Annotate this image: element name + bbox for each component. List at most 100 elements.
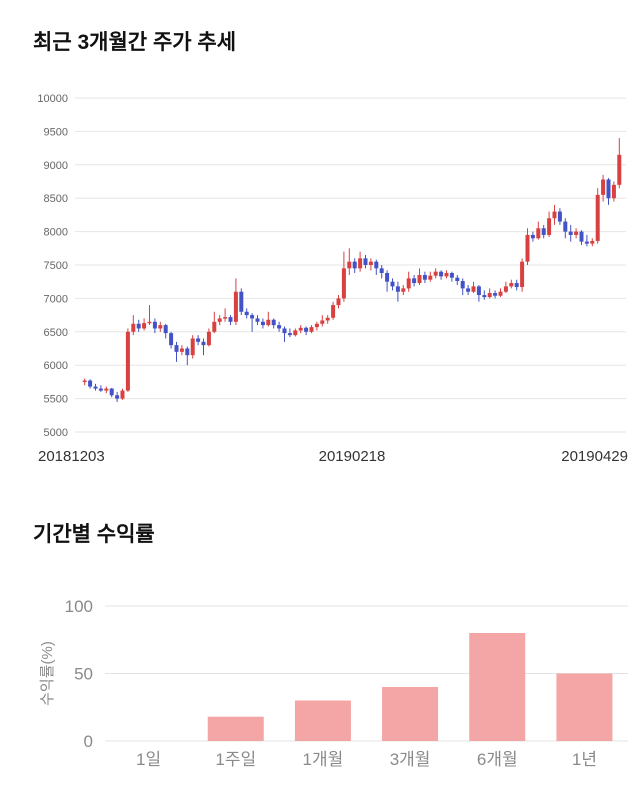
candle-body [487,293,492,298]
candle-body [358,258,363,269]
candle-body [606,179,611,199]
x-axis-label: 20190429 [561,448,628,465]
y-axis-tick-label: 5500 [44,394,68,406]
candle-body [498,291,503,296]
candle-body [514,283,519,288]
candle-body [471,286,476,292]
candle-body [417,275,422,284]
candle-body [493,293,498,296]
y-axis-tick-label: 8500 [44,193,68,205]
price-trend-title: 최근 3개월간 주가 추세 [33,31,237,54]
return-bar [294,700,351,741]
candle-body [617,154,622,185]
candle-body [536,228,541,239]
category-label: 3개월 [390,750,431,769]
candle-body [503,286,508,292]
candle-body [82,380,87,383]
candle-body [98,388,103,391]
candle-body [336,298,341,306]
candle-body [233,291,238,322]
candle-body [352,261,357,269]
candle-body [104,388,109,391]
candle-body [406,278,411,289]
candle-body [541,228,546,235]
y-axis-tick-label: 7500 [44,260,68,272]
candle-body [277,325,282,329]
candle-body [601,179,606,195]
y-axis-tick-label: 0 [84,732,93,751]
candle-body [250,315,255,319]
candle-body [120,390,125,399]
candle-body [401,288,406,292]
candle-body [590,240,595,244]
candle-body [412,278,417,284]
candle-body [552,211,557,219]
candle-body [169,333,174,346]
category-label: 1개월 [303,750,344,769]
category-label: 1년 [572,750,597,769]
candle-body [201,341,206,346]
return-bar [556,673,613,741]
candle-body [314,323,319,328]
candle-body [282,328,287,334]
candle-body [260,321,265,326]
candle-body [520,261,525,288]
candle-body [368,261,373,265]
candle-body [293,330,298,336]
y-axis-tick-label: 10000 [37,93,68,105]
candle-body [287,333,292,336]
y-axis-tick-label: 9000 [44,160,68,172]
candle-body [325,317,330,321]
candle-body [395,286,400,292]
candle-body [88,380,93,387]
candle-body [266,319,271,326]
y-axis-tick-label: 100 [65,597,93,616]
candle-body [125,331,130,391]
return-bar [382,687,439,741]
x-axis-label: 20190218 [319,448,386,465]
returns-bar-chart: 0 50 100 1일 1주일 1개월 3개월 6개월 1년 수익률(%) [39,597,628,769]
candle-body [331,305,336,318]
candle-body [433,271,438,276]
candle-body [509,283,514,287]
period-returns-title: 기간별 수익률 [33,523,155,546]
candle-body [390,281,395,287]
candle-body [579,231,584,242]
candle-body [460,281,465,289]
candle-body [223,317,228,319]
candle-body [476,286,481,296]
candle-body [584,241,589,244]
candle-body [385,273,390,282]
category-label: 1일 [136,750,161,769]
candle-body [190,338,195,356]
candle-body [131,323,136,332]
candle-body [444,273,449,277]
candle-body [239,291,244,312]
candle-body [455,277,460,282]
candle-body [217,318,222,322]
candle-body [557,211,562,222]
y-axis-tick-label: 8000 [44,227,68,239]
candle-body [611,184,616,199]
candle-body [244,311,249,316]
candle-body [158,325,163,329]
candle-body [196,338,201,342]
candle-body [428,275,433,280]
candle-body [466,288,471,292]
candle-body [574,231,579,235]
candle-body [206,331,211,346]
return-bar [207,716,264,741]
category-label: 1주일 [215,750,256,769]
category-label: 6개월 [477,750,518,769]
candle-body [109,388,114,396]
candle-body [547,218,552,235]
candle-body [147,321,152,324]
candle-body [179,348,184,352]
price-trend-section: 최근 3개월간 주가 추세 5000 5500 6000 6500 7000 7500 80… [0,30,640,473]
candle-body [271,319,276,326]
y-axis-tick-label: 6500 [44,327,68,339]
candle-body [136,323,141,329]
candle-body [363,258,368,265]
candle-body [525,234,530,262]
